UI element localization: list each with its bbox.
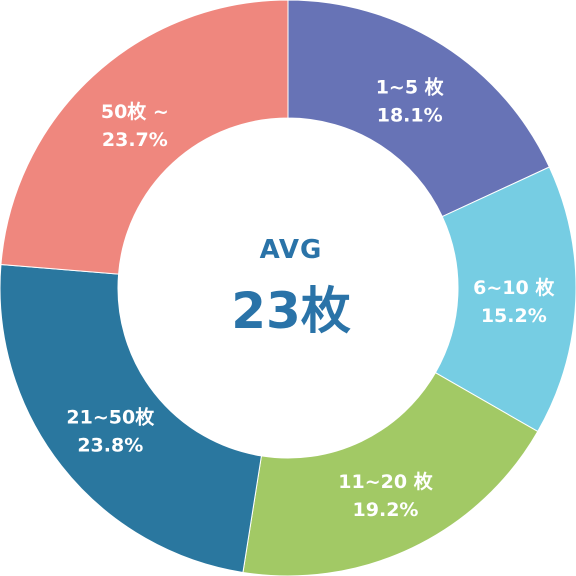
slice-label-1: 1~5 枚 18.1%: [376, 76, 445, 127]
slice-label-4: 21~50枚 23.8%: [66, 406, 155, 457]
donut-slice-4: [0, 263, 262, 574]
donut-slice-3: [242, 372, 539, 576]
slice-percent-label: 23.8%: [77, 435, 143, 457]
slice-label-5: 50枚 ~ 23.7%: [101, 100, 169, 151]
slice-label-2: 6~10 枚 15.2%: [473, 276, 555, 327]
slice-category-label: 1~5 枚: [376, 76, 445, 99]
donut-slice-1: [287, 0, 551, 218]
labels-layer: 1~5 枚 18.1%6~10 枚 15.2%11~20 枚 19.2%21~50枚 2…: [66, 76, 555, 521]
slice-category-label: 6~10 枚: [473, 276, 555, 299]
donut-slice-2: [434, 166, 576, 433]
slice-label-3: 11~20 枚 19.2%: [338, 470, 433, 521]
center-value: 23枚: [231, 282, 351, 340]
slice-percent-label: 15.2%: [481, 305, 547, 327]
center-label: AVG: [260, 235, 323, 265]
slice-category-label: 11~20 枚: [338, 470, 433, 493]
slice-percent-label: 18.1%: [377, 105, 443, 127]
donut-slice-5: [0, 0, 289, 275]
slice-percent-label: 19.2%: [353, 499, 419, 521]
slice-category-label: 50枚 ~: [101, 100, 169, 123]
slice-category-label: 21~50枚: [66, 406, 155, 429]
slice-percent-label: 23.7%: [102, 129, 168, 151]
